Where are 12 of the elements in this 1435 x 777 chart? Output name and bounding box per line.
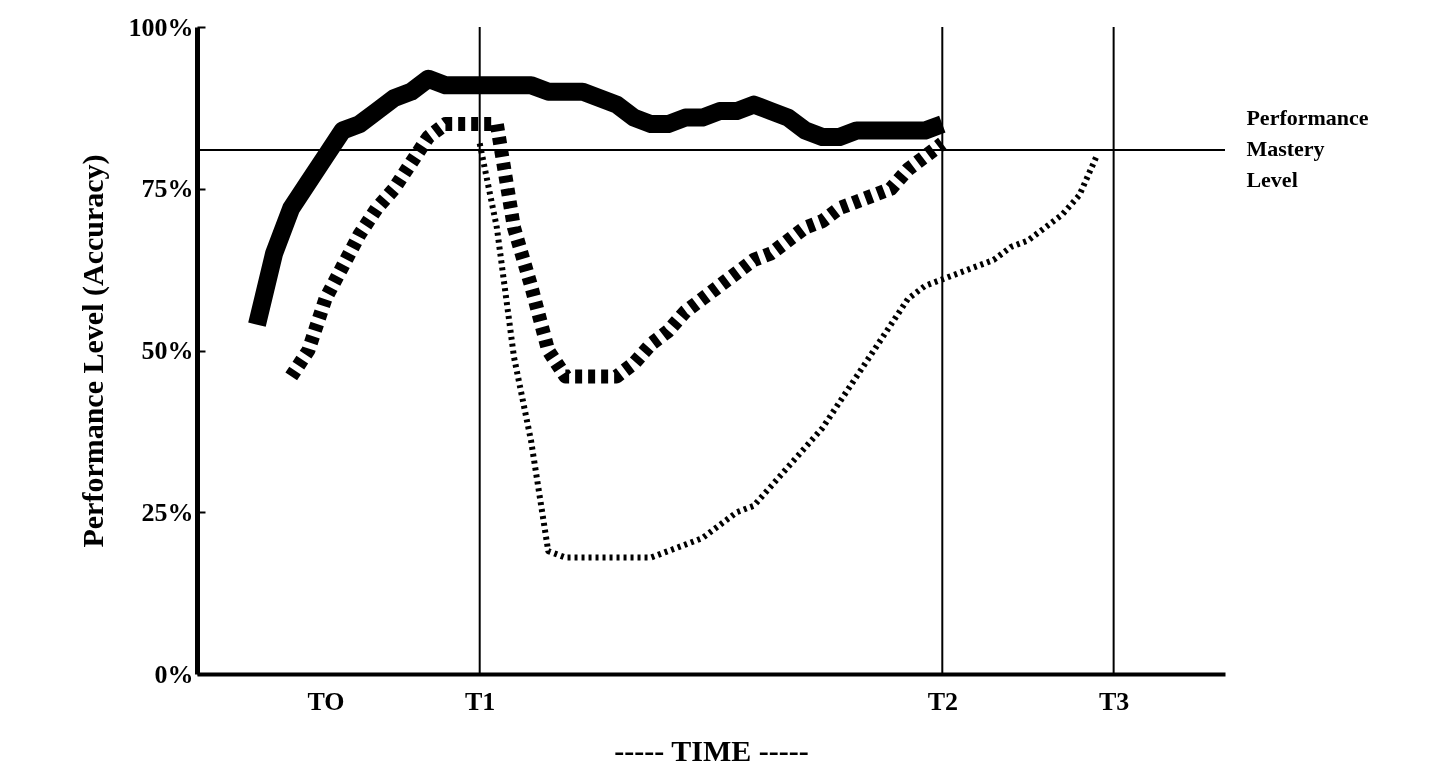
x-tick-label: T1 [465, 686, 496, 716]
x-axis-title: ----- TIME ----- [614, 733, 809, 767]
x-tick-label: T2 [927, 686, 958, 716]
y-tick-label: 50% [141, 336, 194, 365]
y-tick-label: 75% [141, 174, 194, 204]
x-tick-label: TO [307, 686, 345, 716]
x-tick-label: T3 [1098, 686, 1130, 716]
y-axis-title: Performance Level (Accuracy) [75, 154, 110, 548]
y-tick-label: 100% [128, 12, 194, 42]
ref-line-label: Performance Mastery Level [1246, 104, 1369, 192]
y-tick-label: 25% [141, 497, 194, 527]
y-tick-label: 0% [154, 659, 194, 689]
